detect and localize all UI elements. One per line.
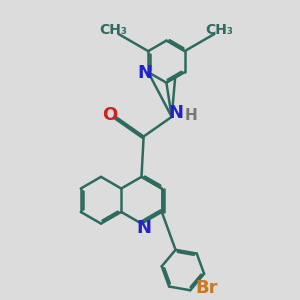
- Text: Br: Br: [195, 279, 218, 297]
- Text: CH₃: CH₃: [206, 23, 234, 37]
- Text: CH₃: CH₃: [99, 23, 127, 37]
- Text: N: N: [136, 219, 151, 237]
- Text: N: N: [169, 103, 184, 122]
- Text: N: N: [137, 64, 152, 82]
- Text: H: H: [184, 108, 197, 123]
- Text: O: O: [103, 106, 118, 124]
